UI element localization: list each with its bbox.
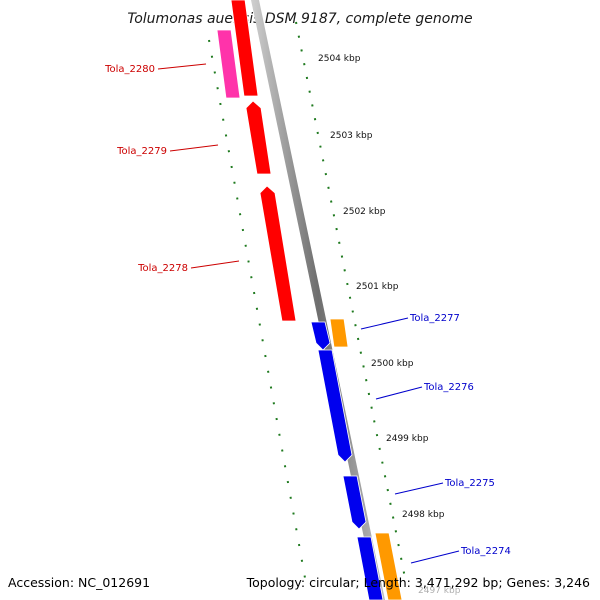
gc-track-left (208, 39, 306, 579)
gene-label-tola-2278[interactable]: Tola_2278 (137, 263, 188, 274)
gene-tola-2280-block[interactable] (216, 29, 241, 99)
gene-tola-2280-arrow[interactable] (230, 0, 259, 97)
gene-tola-2275-arrow[interactable] (342, 475, 367, 530)
tick-label: 2499 kbp (386, 434, 429, 444)
gene-tola-2274-arrow[interactable] (356, 536, 384, 600)
gene-tola-2278-arrow[interactable] (259, 185, 297, 322)
leader-line-tola-2280 (157, 63, 207, 70)
genome-backbone (251, 0, 385, 600)
tick-label: 2497 kbp (418, 586, 461, 596)
genome-summary-text: Topology: circular; Length: 3,471,292 bp… (246, 575, 590, 590)
gene-label-tola-2275[interactable]: Tola_2275 (444, 478, 495, 489)
gene-labels: Tola_2280 Tola_2279 Tola_2278 Tola_2277 … (104, 64, 511, 557)
gc-skew-dots-left (208, 39, 306, 579)
reverse-strand-genes (216, 0, 297, 322)
gene-tola-2274-block[interactable] (374, 532, 403, 600)
gene-label-tola-2279[interactable]: Tola_2279 (116, 146, 167, 157)
leader-line-tola-2276 (375, 386, 423, 400)
tick-label: 2500 kbp (371, 359, 414, 369)
gene-label-tola-2277[interactable]: Tola_2277 (409, 313, 460, 324)
tick-label: 2503 kbp (330, 131, 373, 141)
gene-leader-lines (157, 63, 460, 564)
kbp-tick-labels: 2504 kbp 2503 kbp 2502 kbp 2501 kbp 2500… (318, 54, 461, 596)
leader-line-tola-2279 (169, 144, 219, 152)
tick-label: 2498 kbp (402, 510, 445, 520)
gene-tola-2279-arrow[interactable] (245, 100, 272, 175)
tick-label: 2502 kbp (343, 207, 386, 217)
gene-tola-2276-arrow[interactable] (317, 349, 353, 463)
map-title: Tolumonas auensis DSM 9187, complete gen… (127, 11, 472, 27)
gene-tola-2277-block[interactable] (329, 318, 349, 348)
tick-label: 2501 kbp (356, 282, 399, 292)
tick-label: 2504 kbp (318, 54, 361, 64)
gene-label-tola-2274[interactable]: Tola_2274 (460, 546, 511, 557)
leader-line-tola-2277 (360, 317, 409, 330)
leader-line-tola-2278 (190, 260, 240, 269)
gene-label-tola-2280[interactable]: Tola_2280 (104, 64, 155, 75)
leader-line-tola-2275 (394, 482, 444, 495)
gene-tola-2277-arrow[interactable] (310, 321, 331, 351)
gene-label-tola-2276[interactable]: Tola_2276 (423, 382, 474, 393)
accession-text: Accession: NC_012691 (8, 575, 150, 590)
forward-strand-genes (310, 318, 403, 600)
leader-line-tola-2274 (410, 550, 460, 564)
